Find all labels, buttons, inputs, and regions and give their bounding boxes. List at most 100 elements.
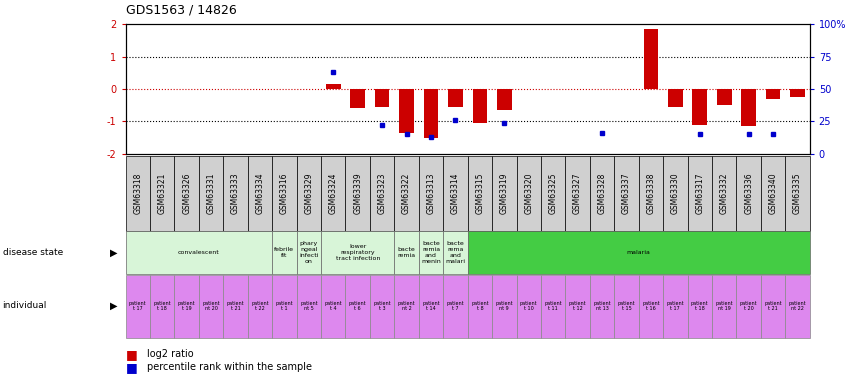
Text: convalescent: convalescent (178, 250, 220, 255)
Bar (590, 156, 614, 231)
Text: GSM63325: GSM63325 (549, 172, 558, 214)
Bar (321, 156, 346, 231)
Bar (638, 274, 663, 338)
Text: ■: ■ (126, 361, 138, 374)
Text: GSM63328: GSM63328 (598, 172, 606, 214)
Text: GSM63323: GSM63323 (378, 172, 386, 214)
Text: GSM63335: GSM63335 (793, 172, 802, 214)
Text: malaria: malaria (627, 250, 650, 255)
Bar (541, 274, 565, 338)
Bar (497, 89, 512, 110)
Bar (399, 89, 414, 133)
Text: GSM63326: GSM63326 (182, 172, 191, 214)
Text: GSM63332: GSM63332 (720, 172, 728, 214)
Text: GSM63317: GSM63317 (695, 172, 704, 214)
Bar (346, 156, 370, 231)
Bar (541, 156, 565, 231)
Text: GSM63315: GSM63315 (475, 172, 484, 214)
Text: GSM63331: GSM63331 (207, 172, 216, 214)
Text: patient
t 14: patient t 14 (423, 301, 440, 311)
Bar (663, 156, 688, 231)
Text: GDS1563 / 14826: GDS1563 / 14826 (126, 4, 236, 17)
Bar (419, 156, 443, 231)
Bar (443, 156, 468, 231)
Text: GSM63319: GSM63319 (500, 172, 509, 214)
Text: phary
ngeal
infecti
on: phary ngeal infecti on (299, 242, 319, 264)
Text: patient
nt 5: patient nt 5 (300, 301, 318, 311)
Bar (785, 156, 810, 231)
Bar (394, 156, 419, 231)
Bar (717, 89, 732, 105)
Bar (443, 274, 468, 338)
Bar (790, 89, 805, 97)
Text: patient
t 17: patient t 17 (129, 301, 146, 311)
Bar (375, 89, 390, 107)
Text: patient
t 8: patient t 8 (471, 301, 488, 311)
Bar (150, 274, 174, 338)
Bar (272, 231, 296, 274)
Bar (223, 156, 248, 231)
Text: patient
t 10: patient t 10 (520, 301, 538, 311)
Bar (272, 274, 296, 338)
Text: GSM63322: GSM63322 (402, 172, 411, 214)
Bar (693, 89, 707, 124)
Text: bacte
remia: bacte remia (397, 247, 416, 258)
Text: ▶: ▶ (110, 301, 118, 311)
Bar (565, 274, 590, 338)
Text: patient
t 18: patient t 18 (153, 301, 171, 311)
Text: GSM63339: GSM63339 (353, 172, 362, 214)
Bar (473, 89, 488, 123)
Bar (326, 84, 340, 89)
Bar (370, 156, 394, 231)
Text: GSM63327: GSM63327 (573, 172, 582, 214)
Bar (736, 274, 761, 338)
Text: GSM63314: GSM63314 (451, 172, 460, 214)
Bar (248, 156, 272, 231)
Text: lower
respiratory
tract infection: lower respiratory tract infection (335, 244, 380, 261)
Bar (296, 274, 321, 338)
Bar (443, 231, 468, 274)
Bar (419, 231, 443, 274)
Text: GSM63336: GSM63336 (744, 172, 753, 214)
Bar (351, 89, 365, 108)
Bar (785, 274, 810, 338)
Text: patient
t 11: patient t 11 (545, 301, 562, 311)
Text: patient
t 15: patient t 15 (617, 301, 636, 311)
Text: patient
nt 9: patient nt 9 (495, 301, 513, 311)
Text: GSM63338: GSM63338 (646, 172, 656, 214)
Bar (248, 274, 272, 338)
Text: GSM63316: GSM63316 (280, 172, 289, 214)
Bar (346, 274, 370, 338)
Bar (272, 156, 296, 231)
Bar (296, 231, 321, 274)
Bar (712, 156, 736, 231)
Text: patient
t 3: patient t 3 (373, 301, 391, 311)
Text: patient
t 21: patient t 21 (765, 301, 782, 311)
Bar (468, 274, 492, 338)
Text: GSM63333: GSM63333 (231, 172, 240, 214)
Text: percentile rank within the sample: percentile rank within the sample (147, 363, 313, 372)
Bar (516, 156, 541, 231)
Text: log2 ratio: log2 ratio (147, 350, 194, 359)
Bar (761, 274, 785, 338)
Text: patient
nt 20: patient nt 20 (203, 301, 220, 311)
Text: bacte
remia
and
menin: bacte remia and menin (421, 242, 441, 264)
Text: GSM63313: GSM63313 (426, 172, 436, 214)
Bar (614, 156, 638, 231)
Bar (736, 156, 761, 231)
Bar (394, 231, 419, 274)
Text: patient
t 4: patient t 4 (325, 301, 342, 311)
Text: patient
t 19: patient t 19 (178, 301, 196, 311)
Bar (638, 156, 663, 231)
Bar (423, 89, 438, 138)
Bar (688, 156, 712, 231)
Text: bacte
rema
and
malari: bacte rema and malari (445, 242, 465, 264)
Bar (468, 231, 810, 274)
Text: febrile
fit: febrile fit (275, 247, 294, 258)
Text: patient
t 6: patient t 6 (349, 301, 366, 311)
Text: GSM63330: GSM63330 (671, 172, 680, 214)
Text: patient
t 21: patient t 21 (227, 301, 244, 311)
Bar (199, 274, 223, 338)
Text: individual: individual (3, 302, 47, 310)
Text: GSM63321: GSM63321 (158, 172, 167, 214)
